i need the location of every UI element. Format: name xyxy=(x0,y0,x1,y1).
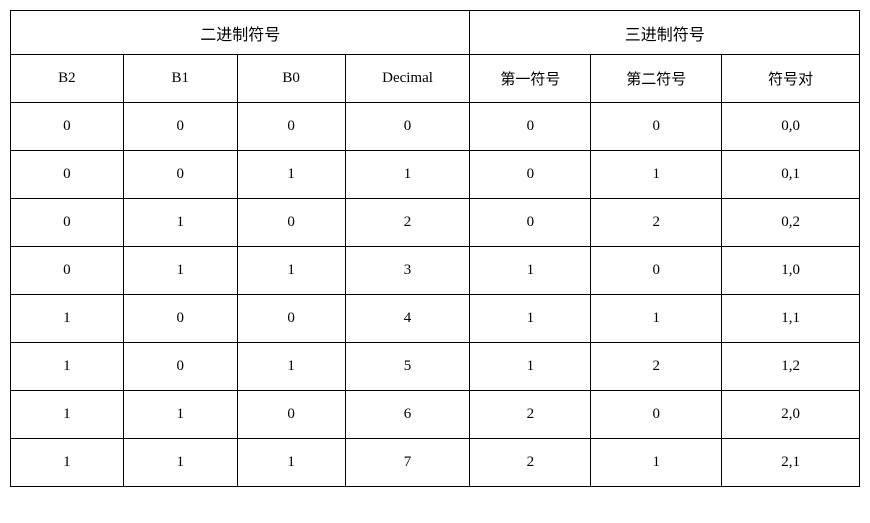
table-row: 0 1 0 2 0 2 0,2 xyxy=(11,199,860,247)
col-header-symbol1: 第一符号 xyxy=(470,55,591,103)
cell-b2: 1 xyxy=(11,343,124,391)
col-header-b2: B2 xyxy=(11,55,124,103)
table-row: 1 1 1 7 2 1 2,1 xyxy=(11,439,860,487)
table-row: 1 0 0 4 1 1 1,1 xyxy=(11,295,860,343)
col-header-symbol-pair: 符号对 xyxy=(722,55,860,103)
col-header-symbol2: 第二符号 xyxy=(591,55,722,103)
cell-symbol1: 0 xyxy=(470,103,591,151)
cell-decimal: 3 xyxy=(345,247,470,295)
cell-decimal: 4 xyxy=(345,295,470,343)
cell-symbol2: 1 xyxy=(591,151,722,199)
cell-b1: 1 xyxy=(123,439,237,487)
group-header-binary: 二进制符号 xyxy=(11,11,470,55)
cell-decimal: 7 xyxy=(345,439,470,487)
cell-symbol-pair: 0,1 xyxy=(722,151,860,199)
cell-b1: 0 xyxy=(123,103,237,151)
cell-b0: 1 xyxy=(237,151,345,199)
cell-symbol-pair: 0,0 xyxy=(722,103,860,151)
table-row: 0 1 1 3 1 0 1,0 xyxy=(11,247,860,295)
cell-b0: 0 xyxy=(237,199,345,247)
cell-symbol-pair: 2,0 xyxy=(722,391,860,439)
col-header-decimal: Decimal xyxy=(345,55,470,103)
cell-symbol-pair: 1,0 xyxy=(722,247,860,295)
group-header-ternary: 三进制符号 xyxy=(470,11,860,55)
cell-b1: 0 xyxy=(123,343,237,391)
cell-symbol1: 2 xyxy=(470,439,591,487)
cell-b0: 1 xyxy=(237,343,345,391)
cell-symbol2: 1 xyxy=(591,439,722,487)
cell-b1: 1 xyxy=(123,391,237,439)
cell-symbol2: 0 xyxy=(591,103,722,151)
table-body: 0 0 0 0 0 0 0,0 0 0 1 1 0 1 0,1 0 1 0 2 … xyxy=(11,103,860,487)
cell-b0: 1 xyxy=(237,439,345,487)
cell-symbol2: 0 xyxy=(591,247,722,295)
cell-symbol-pair: 0,2 xyxy=(722,199,860,247)
cell-symbol2: 1 xyxy=(591,295,722,343)
cell-decimal: 2 xyxy=(345,199,470,247)
cell-b1: 1 xyxy=(123,247,237,295)
cell-symbol-pair: 1,1 xyxy=(722,295,860,343)
table-header-group-row: 二进制符号 三进制符号 xyxy=(11,11,860,55)
cell-b2: 1 xyxy=(11,295,124,343)
cell-symbol-pair: 2,1 xyxy=(722,439,860,487)
table-row: 0 0 1 1 0 1 0,1 xyxy=(11,151,860,199)
cell-symbol2: 0 xyxy=(591,391,722,439)
cell-decimal: 5 xyxy=(345,343,470,391)
col-header-b1: B1 xyxy=(123,55,237,103)
cell-b1: 1 xyxy=(123,199,237,247)
cell-symbol2: 2 xyxy=(591,343,722,391)
cell-symbol2: 2 xyxy=(591,199,722,247)
cell-b2: 1 xyxy=(11,391,124,439)
cell-b1: 0 xyxy=(123,295,237,343)
cell-symbol1: 2 xyxy=(470,391,591,439)
table-row: 0 0 0 0 0 0 0,0 xyxy=(11,103,860,151)
cell-b0: 0 xyxy=(237,391,345,439)
table-row: 1 0 1 5 1 2 1,2 xyxy=(11,343,860,391)
cell-symbol-pair: 1,2 xyxy=(722,343,860,391)
col-header-b0: B0 xyxy=(237,55,345,103)
cell-symbol1: 1 xyxy=(470,343,591,391)
binary-ternary-table: 二进制符号 三进制符号 B2 B1 B0 Decimal 第一符号 第二符号 符… xyxy=(10,10,860,487)
cell-b0: 0 xyxy=(237,103,345,151)
cell-b0: 1 xyxy=(237,247,345,295)
cell-symbol1: 1 xyxy=(470,295,591,343)
cell-symbol1: 0 xyxy=(470,151,591,199)
cell-b2: 0 xyxy=(11,199,124,247)
cell-b2: 0 xyxy=(11,103,124,151)
cell-b2: 0 xyxy=(11,151,124,199)
cell-b2: 0 xyxy=(11,247,124,295)
cell-decimal: 1 xyxy=(345,151,470,199)
table-row: 1 1 0 6 2 0 2,0 xyxy=(11,391,860,439)
cell-symbol1: 0 xyxy=(470,199,591,247)
cell-symbol1: 1 xyxy=(470,247,591,295)
cell-decimal: 6 xyxy=(345,391,470,439)
cell-b2: 1 xyxy=(11,439,124,487)
table-header-column-row: B2 B1 B0 Decimal 第一符号 第二符号 符号对 xyxy=(11,55,860,103)
cell-b0: 0 xyxy=(237,295,345,343)
cell-b1: 0 xyxy=(123,151,237,199)
cell-decimal: 0 xyxy=(345,103,470,151)
